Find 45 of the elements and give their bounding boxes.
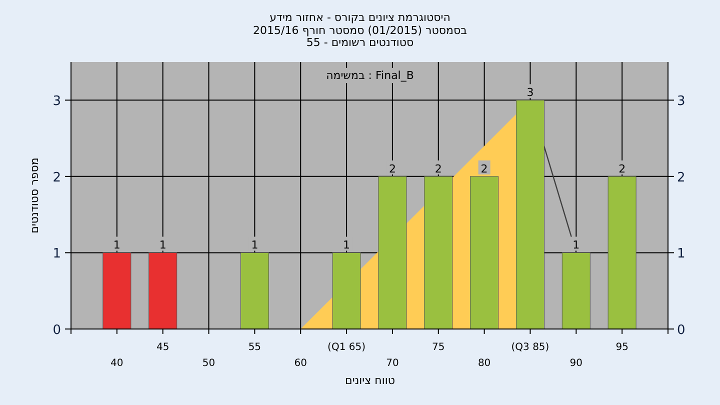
x-tick-label: 55 bbox=[248, 342, 262, 353]
y-tick-label: 3 bbox=[52, 94, 61, 110]
x-tick-label: 90 bbox=[570, 358, 583, 369]
chart-title: היסטוגרמת ציונים בקורס - אחזור מידע bbox=[270, 11, 450, 24]
bar bbox=[424, 176, 453, 330]
data-label: 1 bbox=[113, 238, 120, 252]
y2-tick-label: 3 bbox=[677, 94, 686, 110]
annotation: במשימה : Final_B bbox=[326, 69, 414, 82]
y2-tick-label: 0 bbox=[677, 323, 686, 338]
y2-tick-label: 2 bbox=[677, 170, 686, 186]
bar bbox=[240, 252, 269, 330]
data-label: 1 bbox=[343, 238, 350, 252]
x-axis-title: טווח ציונים bbox=[345, 374, 395, 387]
x-tick-label: (Q3 85) bbox=[511, 342, 550, 353]
bar bbox=[516, 100, 544, 330]
bar bbox=[562, 252, 590, 330]
data-label: 1 bbox=[159, 238, 166, 252]
bar bbox=[332, 252, 361, 330]
bar bbox=[102, 252, 132, 330]
x-tick-label: 60 bbox=[294, 358, 307, 369]
x-tick-label: 45 bbox=[156, 342, 170, 353]
data-label: 1 bbox=[572, 238, 580, 252]
x-tick-label: 70 bbox=[386, 358, 399, 369]
data-label: 3 bbox=[526, 86, 534, 100]
x-tick-label: 75 bbox=[432, 342, 445, 353]
x-tick-label: (Q1 65) bbox=[328, 342, 366, 353]
bar bbox=[470, 176, 499, 330]
y-tick-label: 0 bbox=[52, 323, 61, 338]
data-label: 2 bbox=[480, 162, 488, 176]
x-tick-label: 40 bbox=[110, 358, 124, 369]
data-label: 2 bbox=[618, 162, 626, 176]
bar bbox=[148, 252, 178, 330]
y-axis-title: מספר סטודנטים bbox=[28, 158, 41, 234]
chart-subtitle: בסמסטר (01/2015) סמסטר חורף 2015/16 סטודנטים רשומים - 55 bbox=[253, 24, 467, 49]
x-tick-label: 50 bbox=[202, 358, 216, 369]
data-label: 1 bbox=[251, 238, 258, 252]
data-label: 2 bbox=[388, 162, 396, 176]
x-tick-label: 95 bbox=[616, 342, 628, 353]
data-label: 2 bbox=[434, 162, 442, 176]
y-tick-label: 2 bbox=[52, 170, 61, 186]
y-tick-label: 1 bbox=[52, 246, 61, 262]
x-tick-label: 80 bbox=[478, 358, 491, 369]
bar bbox=[378, 176, 407, 330]
y2-tick-label: 1 bbox=[677, 246, 686, 262]
bar bbox=[608, 176, 636, 330]
